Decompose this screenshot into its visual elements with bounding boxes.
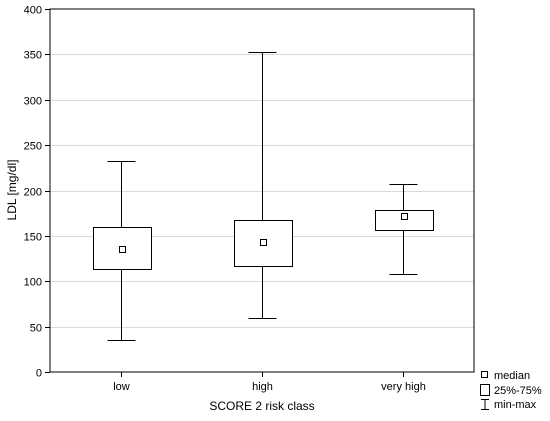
- legend-median-swatch: [481, 371, 488, 378]
- box-group: [234, 52, 293, 319]
- y-tick-label: 150: [24, 232, 42, 244]
- y-tick-label: 300: [24, 96, 42, 108]
- y-axis-ticks: 0 50 100 150 200 250 300 350 400: [24, 5, 50, 380]
- x-axis-title: SCORE 2 risk class: [209, 399, 314, 413]
- box-group: [375, 184, 434, 275]
- y-tick-label: 100: [24, 277, 42, 289]
- median-marker: [119, 246, 126, 253]
- legend-whisker-swatch: [481, 399, 489, 410]
- legend-box-label: 25%-75%: [494, 385, 542, 397]
- iqr-box: [375, 210, 434, 231]
- x-tick-label: high: [252, 381, 273, 393]
- x-tick-label: very high: [381, 381, 426, 393]
- median-marker: [401, 213, 408, 220]
- legend-whisker-label: min-max: [494, 399, 537, 411]
- y-axis-title: LDL [mg/dl]: [5, 160, 19, 221]
- y-tick-label: 0: [36, 368, 42, 380]
- y-tick-label: 50: [30, 323, 42, 335]
- y-tick-label: 350: [24, 50, 42, 62]
- box-layer: [93, 52, 434, 341]
- box-group: [93, 161, 152, 341]
- y-tick-label: 250: [24, 141, 42, 153]
- x-axis-ticks: low high very high: [113, 372, 426, 393]
- y-tick-label: 200: [24, 187, 42, 199]
- legend-box-swatch: [480, 384, 490, 396]
- legend: median 25%-75% min-max: [480, 370, 542, 411]
- x-tick-label: low: [113, 381, 130, 393]
- y-tick-label: 400: [24, 5, 42, 17]
- legend-median-label: median: [494, 370, 530, 382]
- median-marker: [260, 239, 267, 246]
